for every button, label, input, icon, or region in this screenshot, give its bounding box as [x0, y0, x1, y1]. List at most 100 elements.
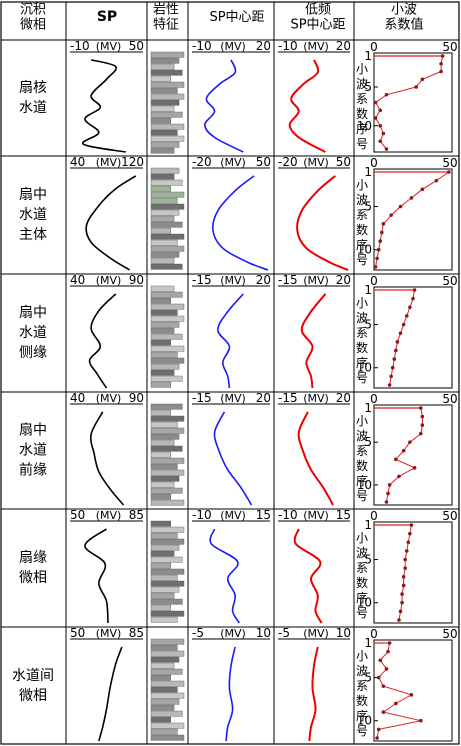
- lithology-bed: [150, 75, 171, 82]
- wavelet-range-min: 0: [370, 156, 378, 170]
- scale-unit: (MV): [220, 392, 246, 405]
- sp-scale: 40 (MV) 90: [70, 391, 144, 405]
- wavelet-tick-label: 10: [357, 243, 372, 257]
- lithology-bed: [150, 598, 183, 605]
- lithology-bed: [150, 369, 175, 376]
- sp-center-curve: [212, 175, 269, 271]
- wavelet-point: [408, 305, 412, 310]
- wavelet-point: [376, 247, 381, 252]
- wavelet-tick-label: 10: [357, 478, 372, 492]
- lithology-bed: [150, 173, 175, 180]
- header-facies: 沉积微相: [20, 3, 46, 33]
- scale-max: 20: [256, 273, 271, 287]
- header-low-frequency-sp: 低频 SP中心距: [290, 3, 345, 33]
- scale-max: 50: [256, 155, 271, 169]
- sp-center-curve: [217, 293, 244, 389]
- lithology-bed: [150, 481, 175, 488]
- scale-max: 120: [121, 155, 144, 169]
- wavelet-point: [373, 265, 378, 269]
- scale-unit: (MV): [303, 392, 329, 405]
- lithology-bed: [150, 439, 175, 446]
- wavelet-point: [404, 314, 409, 318]
- lithology-bed: [150, 239, 178, 246]
- scale-max: 20: [336, 391, 351, 405]
- lithology-bed: [150, 339, 171, 346]
- wavelet-point: [439, 61, 443, 66]
- lithology-bed: [150, 550, 175, 557]
- lithology-bed: [150, 674, 171, 681]
- wavelet-point: [384, 92, 389, 97]
- wavelet-point: [408, 440, 412, 444]
- lithology-bed: [150, 457, 185, 464]
- scale-max: 90: [129, 273, 144, 287]
- facies-label: 扇中水道主体: [19, 187, 47, 243]
- wavelet-point: [398, 204, 403, 209]
- scale-min: -5: [192, 626, 204, 640]
- lithology-bed: [150, 409, 171, 416]
- lithology-bed: [150, 710, 183, 717]
- wavelet-point: [401, 322, 406, 327]
- sp-center-curve: [209, 528, 240, 624]
- lithology-bed: [150, 544, 180, 551]
- lithology-bed: [150, 469, 185, 476]
- lithology-bed: [150, 668, 183, 675]
- scale-min: -15: [192, 273, 212, 287]
- lithology-bed: [150, 556, 183, 563]
- lithology-bed: [150, 375, 183, 382]
- wavelet-point: [409, 693, 414, 697]
- lithology-bed: [150, 592, 175, 599]
- scale-min: -10: [192, 39, 212, 53]
- lithology-bed: [150, 87, 178, 94]
- scale-max: 10: [256, 626, 271, 640]
- wavelet-point: [381, 222, 386, 226]
- scale-min: 40: [70, 391, 85, 405]
- lithology-bed: [150, 117, 171, 124]
- sp-center-scale: -15 (MV) 20: [192, 273, 271, 287]
- wavelet-point: [398, 331, 403, 335]
- low-frequency-scale: -20 (MV) 50: [278, 155, 351, 169]
- lithology-bed: [150, 123, 185, 130]
- sp-scale: -10 (MV) 50: [70, 39, 144, 53]
- wavelet-frame: [373, 52, 453, 153]
- lithology-bed: [150, 227, 171, 234]
- lithology-bed: [150, 580, 185, 587]
- scale-unit: (MV): [96, 40, 122, 53]
- wavelet-point: [434, 178, 439, 183]
- lithology-bed: [150, 245, 185, 252]
- lithology-bed: [150, 586, 180, 593]
- scale-min: -5: [278, 626, 290, 640]
- sp-center-curve: [203, 59, 244, 153]
- scale-unit: (MV): [96, 274, 122, 287]
- scale-unit: (MV): [96, 627, 122, 640]
- scale-unit: (MV): [220, 156, 246, 169]
- wavelet-point: [387, 641, 392, 645]
- lithology-bed: [150, 251, 180, 258]
- wavelet-point: [386, 649, 390, 654]
- wavelet-point: [414, 85, 418, 89]
- wavelet-range-max: 50: [442, 40, 457, 54]
- scale-unit: (MV): [303, 627, 329, 640]
- lithology-bed: [150, 291, 183, 298]
- low-frequency-curve: [293, 528, 323, 624]
- low-frequency-curve: [297, 411, 334, 506]
- sp-center-curve: [213, 411, 253, 506]
- sp-scale: 40 (MV) 120: [70, 155, 144, 169]
- wavelet-point: [440, 54, 445, 58]
- lithology-bed: [150, 357, 185, 364]
- wavelet-range-min: 0: [370, 392, 378, 406]
- wavelet-point: [384, 147, 389, 151]
- wavelet-point: [439, 69, 443, 74]
- lithology-bed: [150, 704, 175, 711]
- lithology-bed: [150, 728, 178, 735]
- lithology-bed: [150, 167, 180, 174]
- scale-max: 50: [129, 39, 144, 53]
- wavelet-axis-label: 小波系数序号: [356, 531, 368, 620]
- wavelet-point: [387, 483, 392, 487]
- wavelet-tick-label: 10: [357, 361, 372, 375]
- lithology-bed: [150, 499, 185, 506]
- lithology-bed: [150, 141, 180, 148]
